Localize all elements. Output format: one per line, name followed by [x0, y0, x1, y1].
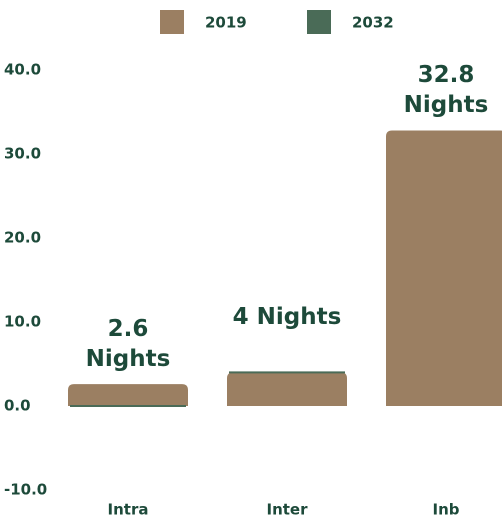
legend-label: 2019: [205, 14, 247, 32]
y-tick-label: 40.0: [4, 61, 41, 79]
legend-swatch: [160, 10, 184, 34]
value-label: 4 Nights: [232, 304, 342, 331]
value-label: 2.6 Nights: [85, 316, 171, 373]
x-tick-label: Inter: [266, 501, 308, 519]
bar: [386, 130, 502, 406]
x-tick-label: Intra: [108, 501, 149, 519]
bar-marker: [70, 405, 186, 407]
bar: [227, 372, 347, 406]
legend-label: 2032: [352, 14, 394, 32]
x-tick-label: Inb: [433, 501, 460, 519]
bar: [68, 384, 188, 406]
y-tick-label: 10.0: [4, 313, 41, 331]
y-tick-label: 30.0: [4, 145, 41, 163]
y-tick-label: 20.0: [4, 229, 41, 247]
y-tick-label: 0.0: [4, 397, 31, 415]
legend-swatch: [307, 10, 331, 34]
y-tick-label: -10.0: [4, 481, 47, 499]
value-label: 32.8 Nights: [403, 62, 489, 119]
bar-marker: [229, 371, 345, 374]
